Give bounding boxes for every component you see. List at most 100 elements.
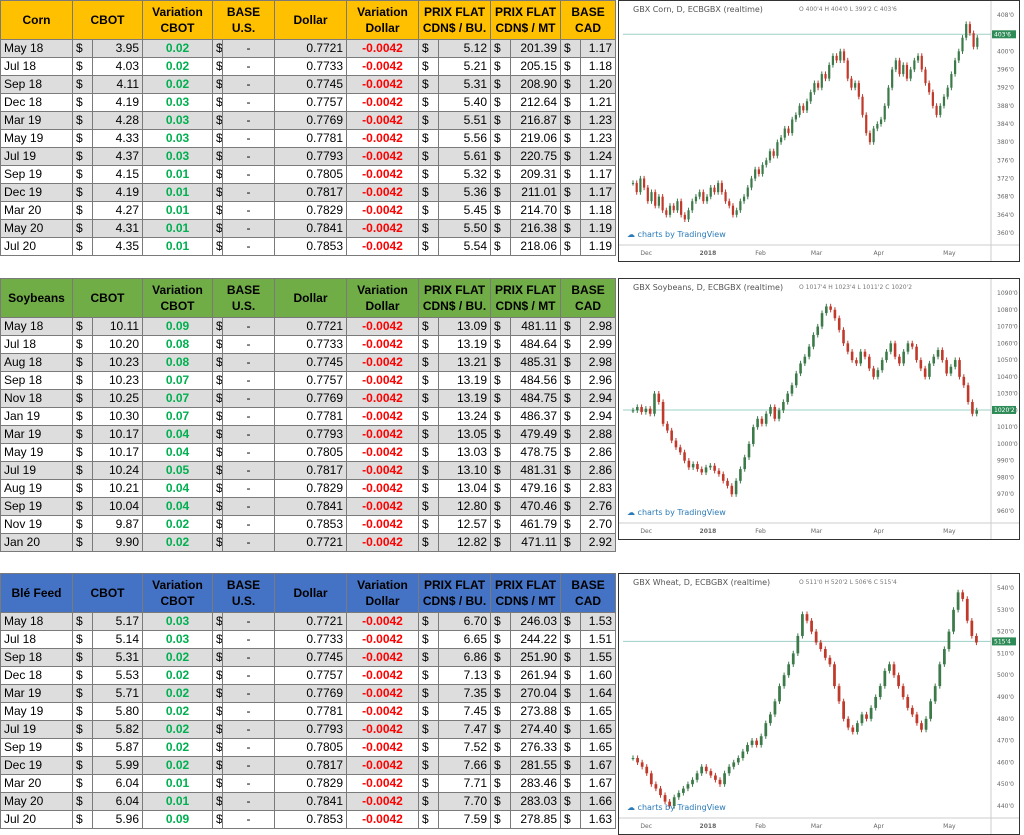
base-us: - [221,666,276,685]
dollar-variation: -0.0042 [346,648,420,667]
candle-body [831,55,835,65]
currency: $ [212,165,223,184]
candle-body [878,686,882,697]
currency: $ [418,317,440,336]
price-chart[interactable]: 408'0404'0400'0396'0392'0388'0384'0380'0… [618,0,1020,262]
candle-body [971,402,974,414]
y-tick-label: 490'0 [997,694,1014,701]
column-header: Corn [0,0,73,40]
currency: $ [418,497,440,516]
base-cad: 1.17 [580,39,617,58]
base-us: - [221,774,276,793]
base-cad: 1.18 [580,201,617,220]
base-us: - [221,443,276,462]
currency: $ [72,738,93,757]
dollar-rate: 0.7805 [274,738,348,757]
x-tick-label: Mar [811,823,823,830]
candle-body [968,24,972,34]
currency: $ [72,317,93,336]
x-tick-label: May [943,250,956,257]
candle-body [717,470,721,475]
table-row: Jul 18 $5.14 0.03 $ -0.7733 -0.0042 $6.65 $244.… [0,630,617,649]
currency: $ [72,810,93,829]
dollar-variation: -0.0042 [346,738,420,757]
column-header: Variation Dollar [346,278,420,318]
candle-body [863,351,867,357]
dollar-variation: -0.0042 [346,702,420,721]
dollar-variation: -0.0042 [346,353,420,372]
currency: $ [212,93,223,112]
currency: $ [560,219,582,238]
currency: $ [560,335,582,354]
candle-body [776,142,779,156]
candle-body [953,60,957,75]
currency: $ [212,774,223,793]
price-chart[interactable]: 540'0 530'0 520'0 510'0 500'0 490'0 480'0 470'0… [618,573,1020,835]
price-chart[interactable]: 1090'0 1080'0 1070'0 1060'0 1050'0 1040'0 1030… [618,278,1020,540]
dollar-rate: 0.7829 [274,479,348,498]
contract-month: Mar 19 [0,425,73,444]
dollar-rate: 0.7781 [274,407,348,426]
base-us: - [221,497,276,516]
candle-body [663,795,667,802]
flat-price-bu: 5.32 [438,165,492,184]
flat-price-mt: 273.88 [510,702,562,721]
price-table: Blé Feed CBOT Variation CBOT BASE U.S. Dolla… [0,573,617,829]
candle-body [876,370,880,377]
currency: $ [490,666,512,685]
last-price-tag [992,637,1016,646]
candle-body [802,105,805,111]
x-tick-label: May [943,528,956,535]
currency: $ [560,612,582,631]
currency: $ [212,237,223,256]
flat-price-mt: 470.46 [510,497,562,516]
flat-price-mt: 276.33 [510,738,562,757]
candle-body [939,105,942,115]
flat-price-bu: 5.50 [438,219,492,238]
currency: $ [418,39,440,58]
currency: $ [490,738,512,757]
currency: $ [72,425,93,444]
currency: $ [418,335,440,354]
candle-body [828,64,831,79]
base-us: - [221,237,276,256]
candle-body [687,210,690,220]
candle-body [865,114,868,134]
chart-svg: 1090'0 1080'0 1070'0 1060'0 1050'0 1040'0 1030… [619,279,1019,539]
currency: $ [418,443,440,462]
column-header: PRIX FLAT CDN$ / MT [490,278,562,318]
table-row: May 19 $10.17 0.04 $ -0.7805 -0.0042 $13.03 $47… [0,443,617,462]
currency: $ [72,75,93,94]
dollar-variation: -0.0042 [346,461,420,480]
candle-body [842,51,846,61]
y-tick-label: 540'0 [997,585,1014,592]
dollar-rate: 0.7853 [274,515,348,534]
currency: $ [560,75,582,94]
flat-price-mt: 220.75 [510,147,562,166]
currency: $ [72,389,93,408]
contract-month: Sep 18 [0,75,73,94]
currency: $ [490,774,512,793]
dollar-rate: 0.7781 [274,702,348,721]
candle-body [764,413,768,424]
currency: $ [72,353,93,372]
dollar-variation: -0.0042 [346,39,420,58]
candle-body [905,64,909,79]
column-header: BASE CAD [560,573,617,613]
candle-body [798,105,801,115]
flat-price-mt: 486.37 [510,407,562,426]
flat-price-mt: 479.16 [510,479,562,498]
dollar-rate: 0.7721 [274,39,348,58]
contract-month: Dec 19 [0,183,73,202]
cbot-price: 10.17 [92,425,143,444]
currency: $ [72,533,93,552]
table-row: Sep 19 $4.15 0.01 $ -0.7805 -0.0042 $5.32 $209.… [0,165,617,184]
contract-month: Jul 19 [0,720,73,739]
candle-body [639,178,642,193]
y-tick-label: 1010'0 [997,424,1018,431]
flat-price-bu: 7.13 [438,666,492,685]
flat-price-mt: 283.03 [510,792,562,811]
cbot-variation: 0.01 [142,237,213,256]
candle-body [931,92,934,106]
dollar-variation: -0.0042 [346,389,420,408]
